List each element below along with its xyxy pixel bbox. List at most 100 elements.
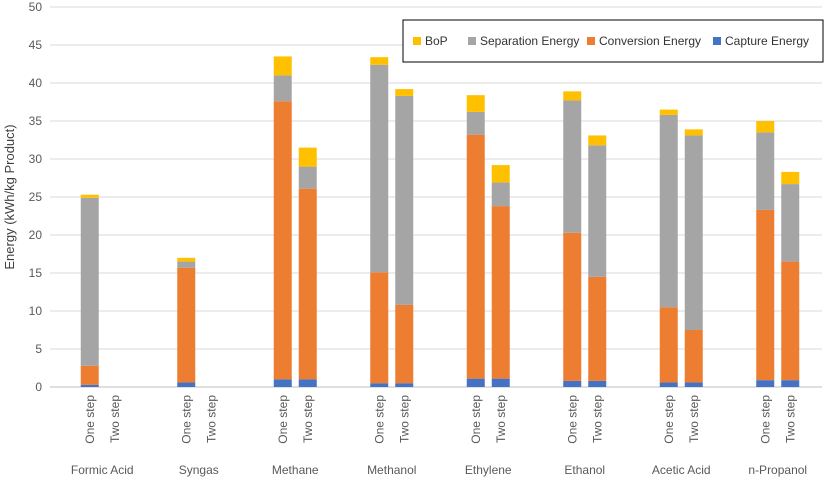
bar-conversion-5-0 xyxy=(563,232,582,381)
bar-separation-6-1 xyxy=(684,135,703,330)
sub-category-label-5-0: One step xyxy=(565,395,579,444)
sub-category-label-6-1: Two step xyxy=(687,395,701,443)
bar-capture-6-1 xyxy=(684,382,703,387)
group-label-7: n-Propanol xyxy=(748,463,807,477)
bar-bop-0-0 xyxy=(80,194,99,198)
y-tick-label-30: 30 xyxy=(29,152,43,166)
bar-bop-2-1 xyxy=(298,147,317,167)
bar-capture-2-1 xyxy=(298,379,317,387)
bar-bop-2-0 xyxy=(273,56,292,76)
sub-category-label-6-0: One step xyxy=(662,395,676,444)
bar-separation-4-0 xyxy=(466,111,485,135)
bar-bop-7-1 xyxy=(781,171,800,185)
bar-conversion-3-1 xyxy=(395,304,414,384)
bar-bop-5-0 xyxy=(563,91,582,101)
bar-capture-7-1 xyxy=(781,380,800,387)
bar-separation-3-0 xyxy=(370,64,389,273)
bar-capture-2-0 xyxy=(273,379,292,387)
bar-bop-4-0 xyxy=(466,95,485,112)
group-label-4: Ethylene xyxy=(465,463,512,477)
sub-category-label-3-0: One step xyxy=(372,395,386,444)
group-label-0: Formic Acid xyxy=(71,463,134,477)
group-label-1: Syngas xyxy=(179,463,219,477)
y-tick-label-20: 20 xyxy=(29,228,43,242)
bar-conversion-6-0 xyxy=(659,307,678,383)
bar-separation-5-0 xyxy=(563,100,582,233)
legend-swatch-capture xyxy=(713,37,721,45)
group-label-6: Acetic Acid xyxy=(652,463,711,477)
bar-conversion-1-0 xyxy=(177,267,196,383)
legend-label-conversion: Conversion Energy xyxy=(599,34,701,48)
bar-conversion-5-1 xyxy=(588,276,607,381)
bar-bop-7-0 xyxy=(756,121,775,133)
legend-label-capture: Capture Energy xyxy=(725,34,809,48)
bar-capture-5-0 xyxy=(563,380,582,387)
bar-conversion-4-1 xyxy=(491,206,510,379)
bar-conversion-7-1 xyxy=(781,261,800,381)
bar-separation-4-1 xyxy=(491,182,510,207)
bar-conversion-2-0 xyxy=(273,101,292,380)
bar-capture-1-0 xyxy=(177,382,196,387)
bar-separation-0-0 xyxy=(80,197,99,366)
y-tick-label-45: 45 xyxy=(29,38,43,52)
sub-category-label-3-1: Two step xyxy=(397,395,411,443)
sub-category-label-4-1: Two step xyxy=(494,395,508,443)
bar-separation-7-0 xyxy=(756,132,775,210)
bar-capture-3-1 xyxy=(395,383,414,387)
y-tick-label-10: 10 xyxy=(29,304,43,318)
group-label-3: Methanol xyxy=(367,463,416,477)
bar-capture-5-1 xyxy=(588,380,607,387)
bar-bop-1-0 xyxy=(177,257,196,262)
bar-bop-6-1 xyxy=(684,129,703,136)
legend-swatch-conversion xyxy=(587,37,595,45)
bar-conversion-3-0 xyxy=(370,272,389,384)
y-tick-label-5: 5 xyxy=(35,342,42,356)
bar-bop-4-1 xyxy=(491,165,510,183)
sub-category-label-7-0: One step xyxy=(758,395,772,444)
group-label-2: Methane xyxy=(272,463,319,477)
y-tick-label-0: 0 xyxy=(35,380,42,394)
legend-label-separation: Separation Energy xyxy=(480,34,579,48)
y-tick-label-15: 15 xyxy=(29,266,43,280)
bar-bop-6-0 xyxy=(659,109,678,115)
bar-conversion-0-0 xyxy=(80,365,99,385)
group-label-5: Ethanol xyxy=(564,463,605,477)
sub-category-label-0-1: Two step xyxy=(108,395,122,443)
bar-conversion-2-1 xyxy=(298,188,317,380)
bar-separation-2-1 xyxy=(298,166,317,189)
bar-capture-4-0 xyxy=(466,378,485,387)
y-tick-label-35: 35 xyxy=(29,114,43,128)
bar-separation-1-0 xyxy=(177,261,196,268)
bar-capture-7-0 xyxy=(756,380,775,387)
bar-separation-2-0 xyxy=(273,75,292,102)
sub-category-label-0-0: One step xyxy=(83,395,97,444)
bar-separation-5-1 xyxy=(588,145,607,277)
bar-conversion-7-0 xyxy=(756,209,775,381)
legend-swatch-bop xyxy=(413,37,421,45)
legend-label-bop: BoP xyxy=(425,34,448,48)
sub-category-label-2-0: One step xyxy=(276,395,290,444)
y-axis-title: Energy (kWh/kg Product) xyxy=(2,124,17,269)
sub-category-label-5-1: Two step xyxy=(590,395,604,443)
bar-bop-3-0 xyxy=(370,57,389,65)
sub-category-label-4-0: One step xyxy=(469,395,483,444)
bar-conversion-6-1 xyxy=(684,330,703,383)
bar-separation-6-0 xyxy=(659,114,678,308)
bar-conversion-4-0 xyxy=(466,134,485,379)
sub-category-label-2-1: Two step xyxy=(301,395,315,443)
bar-bop-3-1 xyxy=(395,89,414,96)
bar-capture-6-0 xyxy=(659,382,678,387)
bar-bop-5-1 xyxy=(588,135,607,146)
bar-separation-7-1 xyxy=(781,184,800,262)
bar-capture-3-0 xyxy=(370,383,389,387)
sub-category-label-1-1: Two step xyxy=(204,395,218,443)
bar-capture-0-0 xyxy=(80,384,99,387)
y-tick-label-25: 25 xyxy=(29,190,43,204)
bar-separation-3-1 xyxy=(395,95,414,305)
sub-category-label-1-0: One step xyxy=(179,395,193,444)
y-tick-label-50: 50 xyxy=(29,0,43,14)
bar-capture-4-1 xyxy=(491,378,510,387)
sub-category-label-7-1: Two step xyxy=(783,395,797,443)
legend-swatch-separation xyxy=(468,37,476,45)
